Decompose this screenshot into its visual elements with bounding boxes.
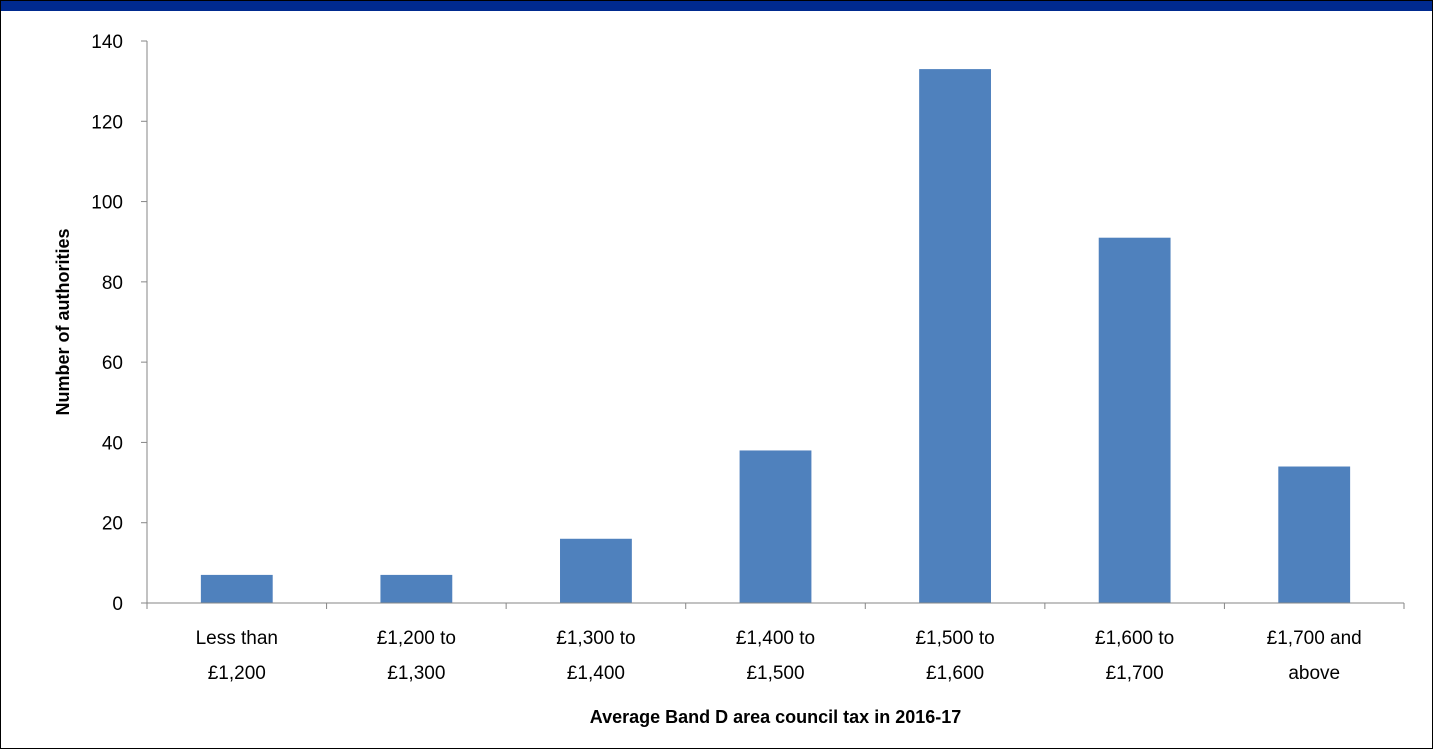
y-tick-label: 20	[102, 514, 123, 535]
y-tick-label: 0	[112, 594, 123, 615]
y-axis-ticks: 0 20 40 60 80 100 120 140	[91, 32, 147, 615]
y-tick-label: 40	[102, 433, 123, 454]
bars	[200, 69, 1351, 604]
x-tick-label: £1,600 to £1,700	[1095, 628, 1174, 684]
y-tick-label: 60	[102, 353, 123, 374]
y-tick-label: 80	[102, 273, 123, 294]
y-axis-title: Number of authorities	[53, 228, 73, 415]
bar	[200, 574, 273, 603]
bar	[560, 538, 632, 603]
bar	[919, 69, 991, 604]
title-bar	[1, 1, 1432, 11]
x-tick-label: £1,400 to £1,500	[736, 628, 815, 684]
x-tick-label: £1,700 and above	[1267, 628, 1362, 684]
x-tick-label: £1,200 to £1,300	[377, 628, 456, 684]
x-tick-label: Less than £1,200	[196, 628, 278, 684]
x-tick-label: £1,300 to £1,400	[556, 628, 635, 684]
bar	[1098, 237, 1171, 603]
bar	[380, 574, 453, 603]
x-axis-title: Average Band D area council tax in 2016-…	[590, 707, 962, 727]
bar	[1278, 466, 1351, 603]
y-tick-label: 120	[91, 112, 123, 133]
y-tick-label: 140	[91, 32, 123, 53]
y-tick-label: 100	[91, 193, 123, 214]
x-tick-label: £1,500 to £1,600	[915, 628, 994, 684]
x-axis-ticks: Less than £1,200 £1,200 to £1,300 £1,300 to £…	[146, 603, 1405, 684]
bar	[739, 450, 812, 603]
